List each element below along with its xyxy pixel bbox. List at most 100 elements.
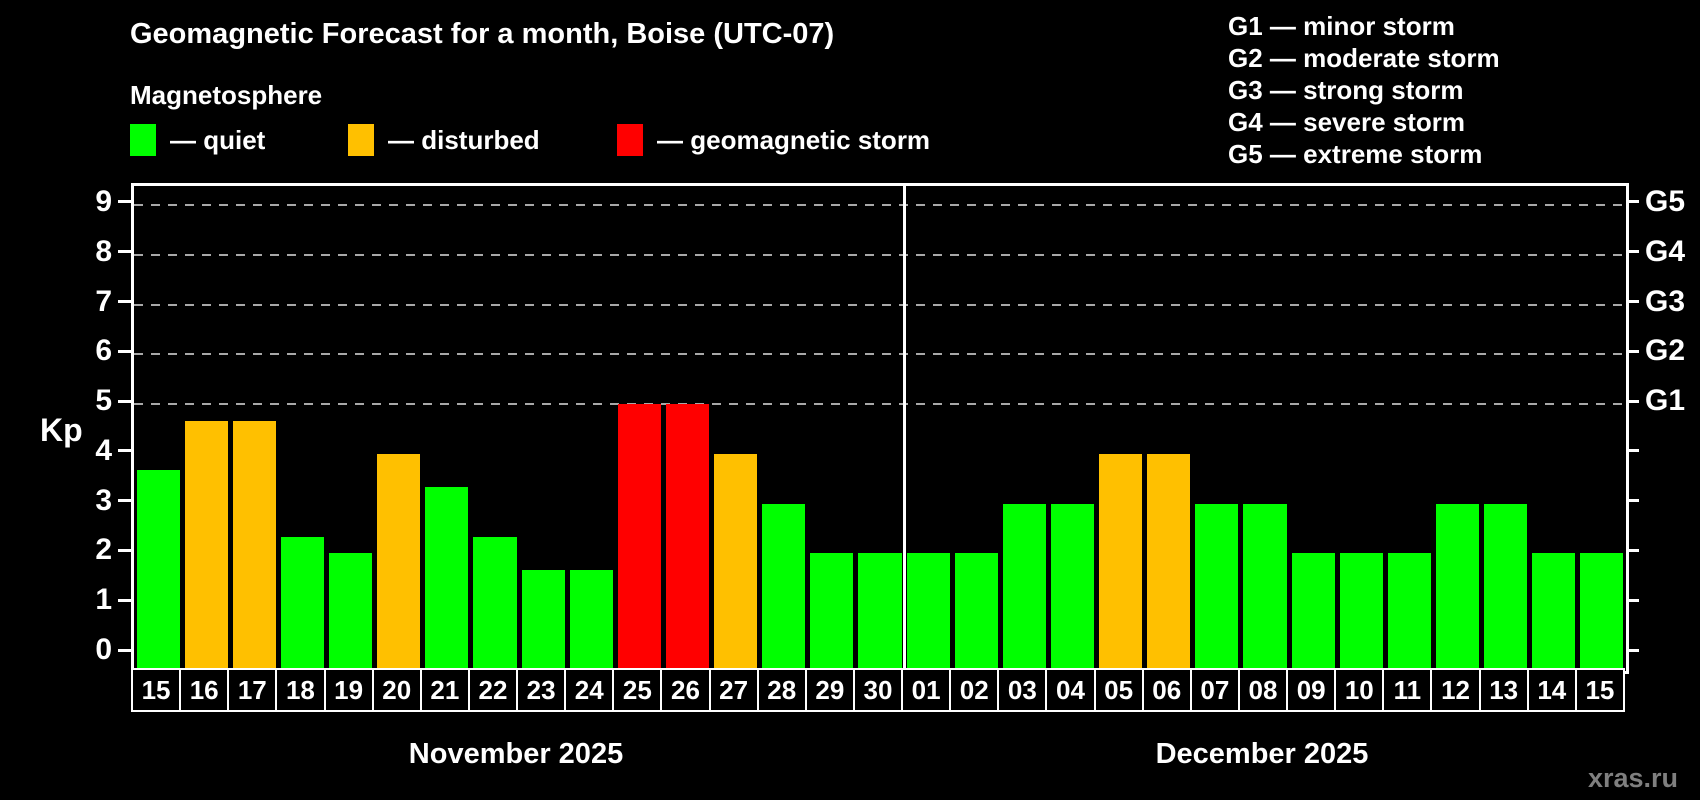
right-tick	[1626, 648, 1639, 652]
gridline-kp8	[134, 253, 1626, 256]
g-tick-label: G5	[1645, 184, 1686, 218]
day-label: 11	[1382, 668, 1433, 712]
day-label: 07	[1189, 668, 1240, 712]
day-label: 27	[708, 668, 759, 712]
day-label: 01	[901, 668, 952, 712]
chart-title: Geomagnetic Forecast for a month, Boise …	[130, 18, 835, 50]
gridline-kp5	[134, 403, 1626, 406]
day-label: 09	[1286, 668, 1337, 712]
kp-bar	[136, 470, 180, 671]
kp-bar	[569, 569, 613, 671]
kp-bar	[377, 453, 421, 671]
gridline-kp7	[134, 303, 1626, 306]
disturbed-swatch-icon	[348, 124, 374, 156]
kp-bar	[906, 553, 950, 671]
y-tick	[118, 648, 131, 652]
day-label: 26	[660, 668, 711, 712]
quiet-swatch-icon	[130, 124, 156, 156]
y-tick	[118, 499, 131, 503]
day-label: 25	[612, 668, 663, 712]
y-tick	[118, 200, 131, 204]
y-tick	[118, 250, 131, 254]
month-label-november: November 2025	[408, 738, 624, 770]
day-label: 23	[516, 668, 567, 712]
day-label: 24	[564, 668, 615, 712]
kp-bar	[280, 537, 324, 671]
day-label: 16	[179, 668, 230, 712]
y-tick	[118, 300, 131, 304]
chart-subtitle: Magnetosphere	[130, 80, 323, 110]
y-tick	[118, 399, 131, 403]
day-label: 14	[1526, 668, 1577, 712]
right-tick	[1626, 300, 1639, 304]
legend-item-quiet: — quiet	[130, 123, 265, 157]
kp-bar	[617, 404, 661, 671]
day-label: 03	[997, 668, 1048, 712]
day-label: 08	[1237, 668, 1289, 712]
y-axis-title: Kp	[40, 412, 83, 448]
kp-bar	[232, 420, 276, 671]
day-label: 15	[131, 668, 182, 712]
g-legend-line: G5 — extreme storm	[1228, 139, 1483, 169]
kp-bar	[762, 503, 806, 671]
kp-bar	[858, 553, 902, 671]
kp-bar	[473, 537, 517, 671]
right-tick	[1626, 449, 1639, 453]
kp-bar	[1195, 503, 1239, 671]
y-tick-label: 1	[95, 583, 112, 617]
right-tick	[1626, 499, 1639, 503]
y-tick	[118, 598, 131, 602]
month-label-december: December 2025	[1155, 738, 1369, 770]
y-tick-label: 8	[95, 234, 112, 268]
right-tick	[1626, 349, 1639, 353]
day-label: 05	[1093, 668, 1144, 712]
day-label: 04	[1045, 668, 1096, 712]
gridline-kp9	[134, 203, 1626, 206]
y-tick-label: 6	[95, 334, 112, 368]
kp-bar	[1532, 553, 1576, 671]
g-tick-label: G1	[1645, 384, 1686, 418]
day-axis: 15 16 17 18 19 20 21 22 23 24 25 26 27 28 29 30 01 02 03 04…	[131, 668, 1629, 712]
kp-bar	[425, 487, 469, 671]
day-label: 17	[227, 668, 278, 712]
y-tick	[118, 449, 131, 453]
kp-bar	[1580, 553, 1624, 671]
g-legend-line: G3 — strong storm	[1228, 75, 1464, 105]
kp-bar	[1387, 553, 1431, 671]
day-label: 06	[1141, 668, 1192, 712]
day-label: 15	[1574, 668, 1625, 712]
kp-bar	[954, 553, 998, 671]
kp-bar	[1002, 503, 1046, 671]
kp-bar	[1484, 503, 1528, 671]
g-legend-line: G1 — minor storm	[1228, 11, 1455, 41]
g-legend-line: G2 — moderate storm	[1228, 43, 1500, 73]
kp-bar	[1147, 453, 1191, 671]
month-divider-line	[902, 186, 906, 671]
kp-bar	[1291, 553, 1335, 671]
g-tick-label: G4	[1645, 234, 1686, 268]
day-label: 12	[1430, 668, 1481, 712]
kp-bar	[1050, 503, 1095, 671]
kp-bar	[1099, 453, 1143, 671]
legend-label: — geomagnetic storm	[657, 124, 931, 155]
kp-bar	[521, 569, 565, 671]
y-tick	[118, 349, 131, 353]
day-label: 29	[804, 668, 855, 712]
legend-item-disturbed: — disturbed	[348, 123, 540, 157]
y-tick-label: 5	[95, 384, 112, 418]
g-tick-label: G2	[1645, 334, 1686, 368]
day-label: 21	[419, 668, 470, 712]
kp-bar	[184, 420, 228, 671]
kp-bar	[1339, 553, 1383, 671]
day-label: 30	[852, 668, 904, 712]
legend-item-storm: — geomagnetic storm	[617, 123, 930, 157]
kp-bar	[810, 553, 854, 671]
kp-bar	[1435, 503, 1480, 671]
g-scale-legend: G1 — minor storm G2 — moderate storm G3 — …	[1228, 10, 1500, 170]
y-tick-label: 4	[95, 433, 112, 467]
right-tick	[1626, 200, 1639, 204]
watermark: xras.ru	[1587, 763, 1678, 793]
day-label: 10	[1334, 668, 1385, 712]
g-legend-line: G4 — severe storm	[1228, 107, 1466, 137]
